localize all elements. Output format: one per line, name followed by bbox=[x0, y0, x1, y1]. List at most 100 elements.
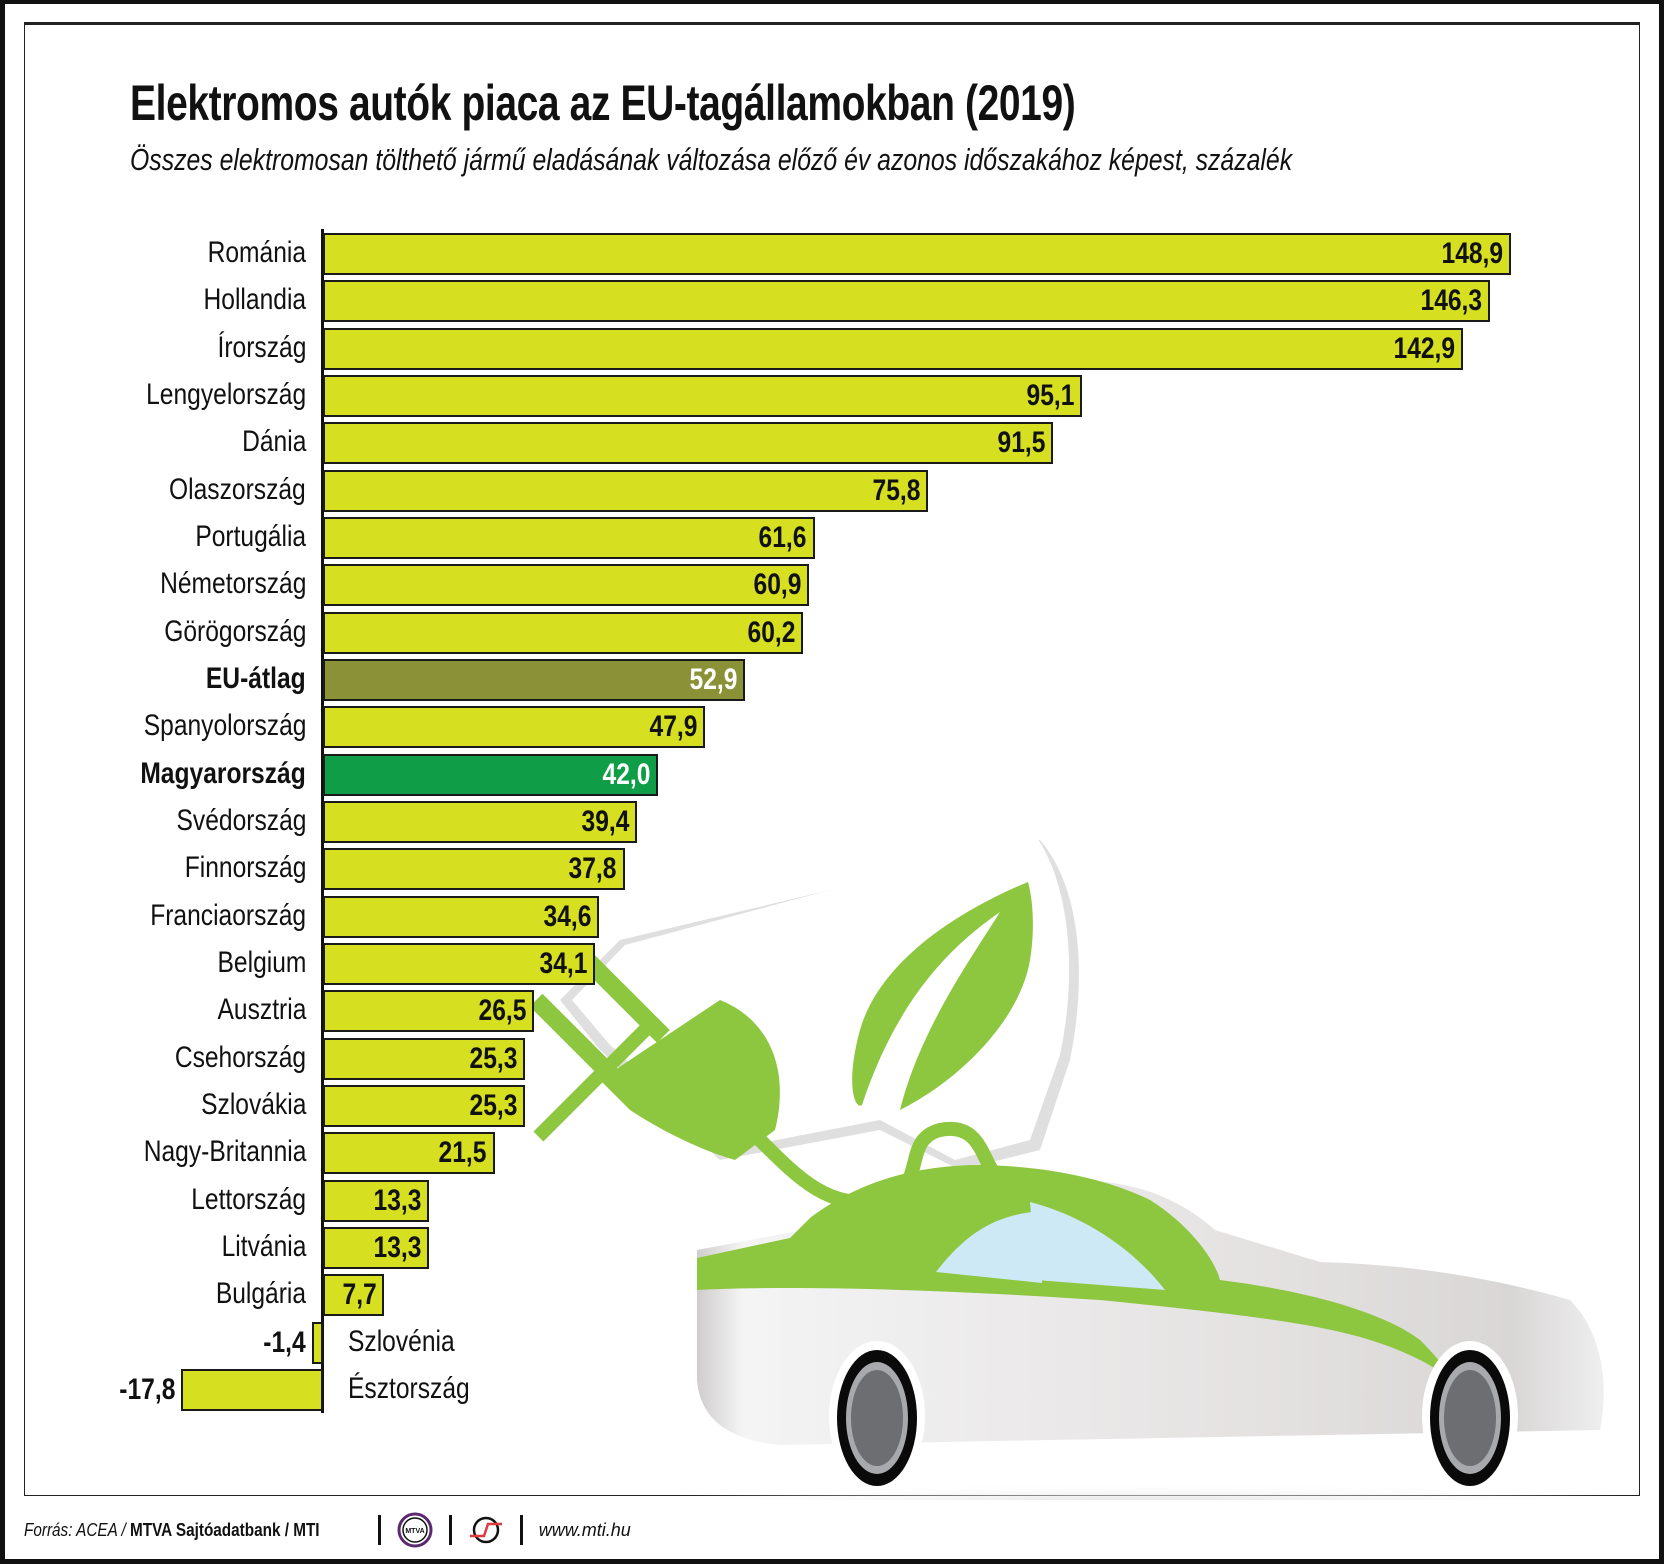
bar-row: Portugália 61,6 bbox=[0, 516, 1664, 559]
bar bbox=[323, 469, 928, 512]
category-label: Szlovákia bbox=[200, 1087, 306, 1121]
car-icon bbox=[697, 1165, 1604, 1491]
bar-row: Lettország 13,3 bbox=[0, 1179, 1664, 1222]
bar-row: Litvánia 13,3 bbox=[0, 1226, 1664, 1269]
value-label: 142,9 bbox=[1393, 331, 1456, 365]
footer-divider bbox=[519, 1515, 523, 1545]
source-credit: Forrás: ACEA / MTVA Sajtóadatbank / MTI bbox=[24, 1519, 320, 1540]
category-label: Dánia bbox=[241, 425, 306, 459]
bar-row: Dánia 91,5 bbox=[0, 422, 1664, 465]
bar bbox=[323, 990, 535, 1033]
value-label: 13,3 bbox=[373, 1230, 422, 1264]
category-label: Észtország bbox=[348, 1371, 470, 1405]
bar-row: Írország 142,9 bbox=[0, 327, 1664, 370]
bar-row: Magyarország 42,0 bbox=[0, 753, 1664, 796]
category-label: Portugália bbox=[195, 519, 306, 553]
bar-row: Németország 60,9 bbox=[0, 564, 1664, 607]
value-label: 75,8 bbox=[872, 473, 920, 507]
value-label: 37,8 bbox=[568, 852, 617, 886]
bar bbox=[323, 1226, 430, 1269]
mti-logo-icon bbox=[469, 1516, 502, 1544]
bar bbox=[323, 800, 638, 843]
value-label: 146,3 bbox=[1420, 284, 1483, 318]
plug-icon bbox=[529, 945, 1017, 1209]
bar-row: EU-átlag 52,9 bbox=[0, 658, 1664, 701]
bar-row: Szlovénia -1,4 bbox=[0, 1321, 1664, 1364]
bar-row: Finnország 37,8 bbox=[0, 848, 1664, 891]
footer: Forrás: ACEA / MTVA Sajtóadatbank / MTI … bbox=[24, 1510, 1624, 1550]
bar-row: Svédország 39,4 bbox=[0, 800, 1664, 843]
bar-row: Ausztria 26,5 bbox=[0, 990, 1664, 1033]
leaf-icon bbox=[852, 882, 1033, 1110]
bar-row: Bulgária 7,7 bbox=[0, 1274, 1664, 1317]
value-label: 21,5 bbox=[438, 1136, 487, 1170]
category-label: Hollandia bbox=[203, 283, 306, 317]
bar bbox=[311, 1321, 323, 1364]
bar bbox=[323, 327, 1464, 370]
category-label: Írország bbox=[217, 330, 306, 364]
bar-row: Belgium 34,1 bbox=[0, 942, 1664, 985]
category-label: Svédország bbox=[176, 803, 306, 837]
bar bbox=[323, 1179, 430, 1222]
bar bbox=[323, 611, 804, 654]
rear-wheel bbox=[829, 1341, 925, 1491]
value-label: 39,4 bbox=[581, 804, 630, 838]
bar bbox=[323, 658, 746, 701]
bar bbox=[323, 706, 706, 749]
value-label: 25,3 bbox=[469, 1041, 517, 1075]
category-label: Lengyelország bbox=[145, 377, 306, 411]
category-label: Görögország bbox=[163, 614, 306, 648]
front-wheel bbox=[1422, 1341, 1518, 1491]
footer-divider bbox=[377, 1515, 381, 1545]
bar bbox=[180, 1368, 323, 1411]
category-label: Bulgária bbox=[215, 1277, 306, 1311]
category-label: Belgium bbox=[217, 945, 306, 979]
category-label: Finnország bbox=[184, 851, 306, 885]
value-label: 13,3 bbox=[373, 1183, 422, 1217]
bar bbox=[323, 1274, 385, 1317]
value-label: 34,6 bbox=[543, 899, 592, 933]
value-label: 47,9 bbox=[649, 710, 698, 744]
bar-row: Románia 148,9 bbox=[0, 233, 1664, 275]
bar-row: Spanyolország 47,9 bbox=[0, 706, 1664, 749]
footer-divider bbox=[448, 1515, 452, 1545]
category-label: Spanyolország bbox=[143, 709, 306, 743]
category-label: Szlovénia bbox=[348, 1324, 455, 1358]
svg-text:MTVA: MTVA bbox=[405, 1528, 424, 1535]
value-label: 60,2 bbox=[747, 615, 796, 649]
category-label: Németország bbox=[159, 567, 306, 601]
bar bbox=[323, 422, 1054, 465]
chart-subtitle: Összes elektromosan tölthető jármű eladá… bbox=[130, 142, 1293, 177]
bar bbox=[323, 1037, 525, 1080]
bar bbox=[323, 942, 596, 985]
category-label: EU-átlag bbox=[206, 661, 306, 695]
bar bbox=[323, 233, 1512, 275]
mtva-logo-icon: MTVA bbox=[397, 1512, 433, 1548]
ev-illustration bbox=[529, 835, 1640, 1500]
value-label: 60,9 bbox=[753, 568, 801, 602]
bar bbox=[323, 564, 809, 607]
category-label: Litvánia bbox=[221, 1229, 306, 1263]
value-label: 26,5 bbox=[478, 994, 527, 1028]
value-label: -17,8 bbox=[118, 1372, 175, 1406]
bar-row: Nagy-Britannia 21,5 bbox=[0, 1132, 1664, 1175]
value-label: 34,1 bbox=[539, 946, 588, 980]
value-label: 91,5 bbox=[997, 426, 1046, 460]
bar bbox=[323, 1132, 495, 1175]
bar-row: Észtország -17,8 bbox=[0, 1368, 1664, 1411]
chart-title: Elektromos autók piaca az EU-tagállamokb… bbox=[130, 75, 1076, 131]
value-label: 52,9 bbox=[689, 662, 738, 696]
website-link[interactable]: www.mti.hu bbox=[538, 1519, 631, 1540]
source-bold: MTVA Sajtóadatbank / MTI bbox=[129, 1519, 320, 1540]
bar bbox=[323, 848, 625, 891]
value-label: 148,9 bbox=[1441, 237, 1504, 270]
bar bbox=[323, 516, 815, 559]
bar-row: Olaszország 75,8 bbox=[0, 469, 1664, 512]
bar bbox=[323, 280, 1491, 323]
zero-axis bbox=[321, 229, 324, 1413]
bar-row: Hollandia 146,3 bbox=[0, 280, 1664, 323]
category-label: Nagy-Britannia bbox=[143, 1135, 306, 1169]
bar-row: Csehország 25,3 bbox=[0, 1037, 1664, 1080]
